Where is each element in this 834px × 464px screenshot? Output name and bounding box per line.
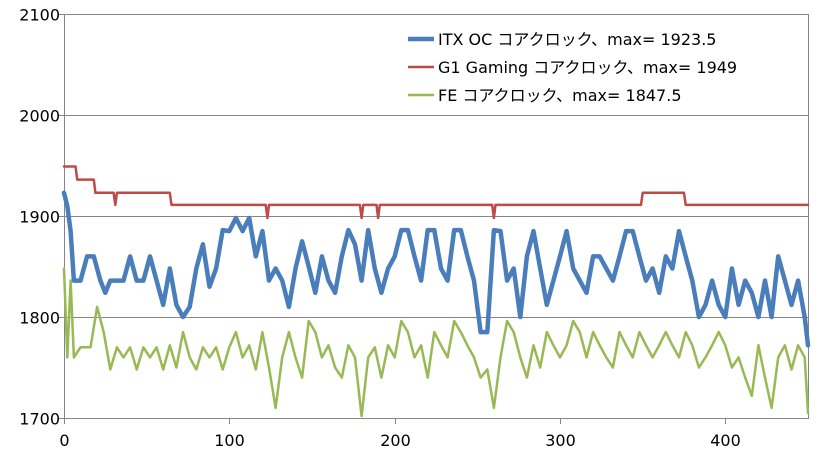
- axes: 1700 1800 1900 2000 2100 0 100 200 300 400: [19, 6, 809, 450]
- series-line-0: [61, 190, 811, 348]
- y-tick-label-1800: 1800: [19, 309, 60, 328]
- legend: ITX OC コアクロック、max= 1923.5 G1 Gaming コアクロッ…: [408, 30, 737, 105]
- legend-label-0: ITX OC コアクロック、max= 1923.5: [438, 30, 717, 49]
- y-tick-label-1700: 1700: [19, 410, 60, 429]
- x-tick-label-400: 400: [710, 431, 741, 450]
- legend-label-1: G1 Gaming コアクロック、max= 1949: [438, 58, 737, 77]
- y-tick-label-2100: 2100: [19, 6, 60, 25]
- x-tick-label-300: 300: [545, 431, 576, 450]
- y-tick-label-2000: 2000: [19, 107, 60, 126]
- series-lines: [61, 165, 811, 418]
- x-tick-label-200: 200: [380, 431, 411, 450]
- x-tick-label-0: 0: [59, 431, 69, 450]
- y-tick-label-1900: 1900: [19, 208, 60, 227]
- series-line-1: [62, 165, 810, 220]
- series-line-2: [62, 267, 810, 418]
- x-tick-label-100: 100: [214, 431, 245, 450]
- gridlines: [64, 14, 809, 418]
- legend-label-2: FE コアクロック、max= 1847.5: [438, 86, 682, 105]
